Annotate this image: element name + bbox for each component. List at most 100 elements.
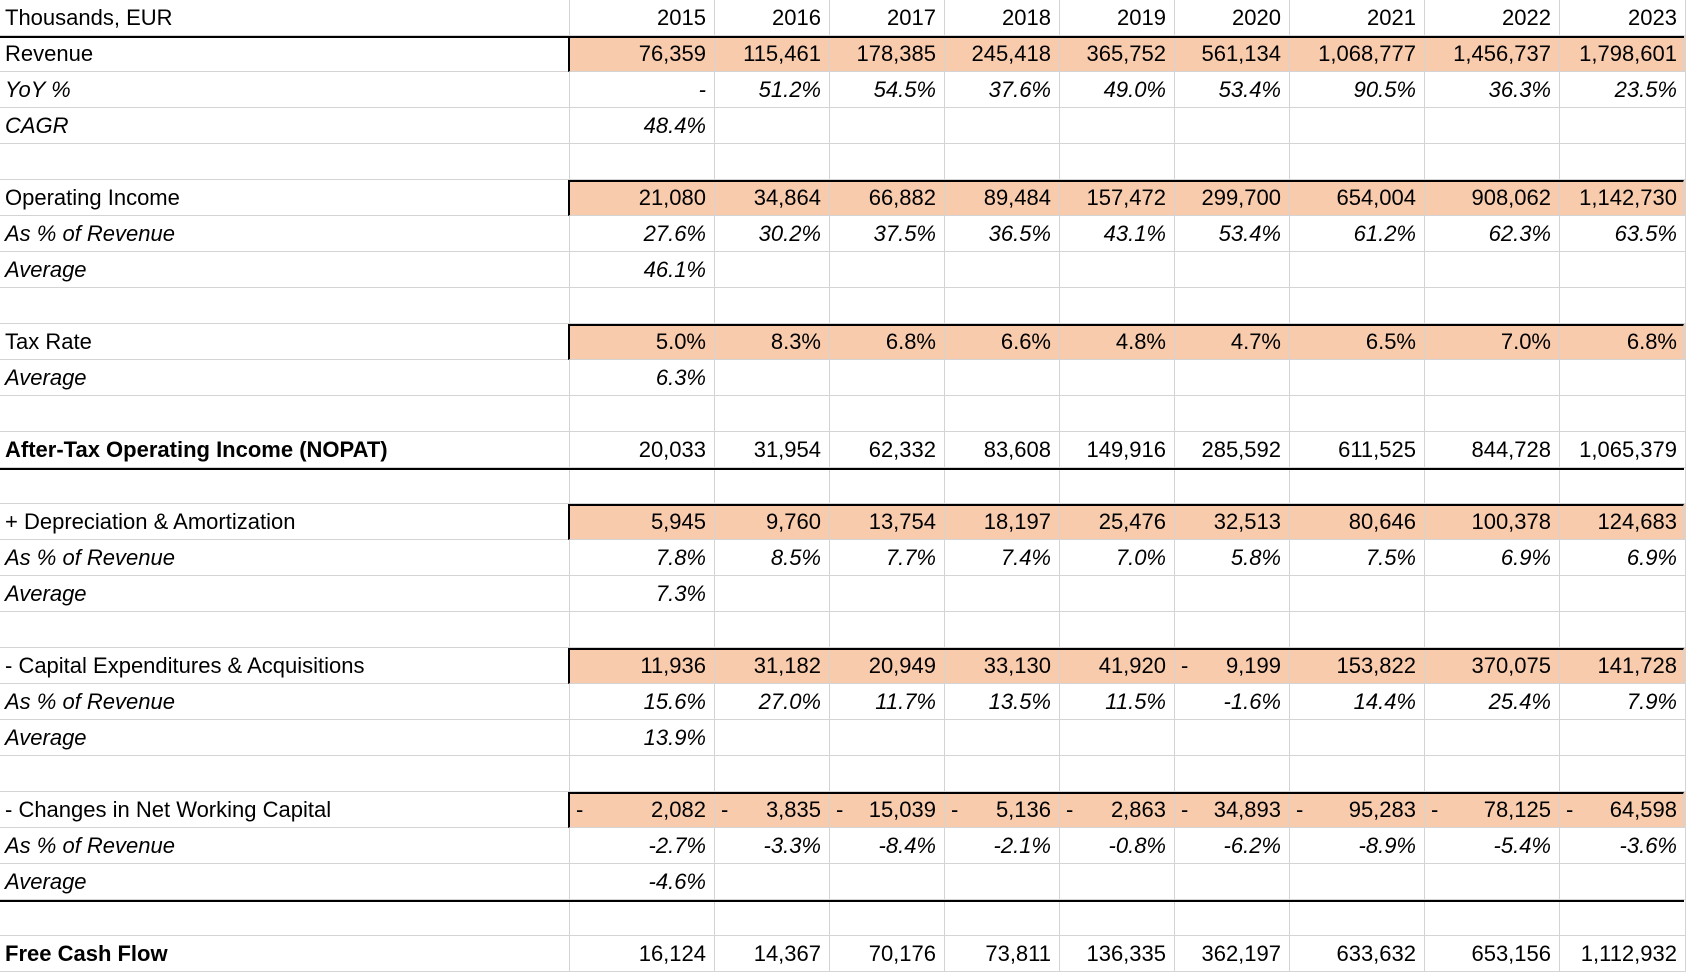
value-cell[interactable]: 561,134 — [1175, 36, 1290, 72]
value-cell[interactable] — [1060, 720, 1175, 756]
value-cell[interactable]: 4.8% — [1060, 324, 1175, 360]
value-cell[interactable]: 149,916 — [1060, 432, 1175, 468]
value-cell[interactable] — [570, 144, 715, 180]
value-cell[interactable]: 90.5% — [1290, 72, 1425, 108]
value-cell[interactable]: 6.9% — [1425, 540, 1560, 576]
value-cell[interactable] — [1175, 612, 1290, 648]
row-label[interactable]: As % of Revenue — [0, 216, 570, 252]
value-cell[interactable]: 1,798,601 — [1560, 36, 1686, 72]
value-cell[interactable] — [570, 288, 715, 324]
value-cell[interactable] — [1425, 396, 1560, 432]
value-cell[interactable] — [945, 576, 1060, 612]
value-cell[interactable]: 66,882 — [830, 180, 945, 216]
value-cell[interactable]: 36.3% — [1425, 72, 1560, 108]
value-cell[interactable] — [715, 252, 830, 288]
value-cell[interactable] — [1425, 360, 1560, 396]
value-cell[interactable] — [1175, 468, 1290, 504]
row-label[interactable]: CAGR — [0, 108, 570, 144]
value-cell[interactable]: 6.5% — [1290, 324, 1425, 360]
value-cell[interactable] — [1290, 576, 1425, 612]
value-cell[interactable] — [1425, 288, 1560, 324]
value-cell[interactable] — [1175, 288, 1290, 324]
value-cell[interactable]: 48.4% — [570, 108, 715, 144]
value-cell[interactable]: 8.3% — [715, 324, 830, 360]
value-cell[interactable] — [1290, 720, 1425, 756]
value-cell[interactable]: 633,632 — [1290, 936, 1425, 972]
value-cell[interactable] — [945, 864, 1060, 900]
row-label[interactable]: Average — [0, 360, 570, 396]
value-cell[interactable]: -2.7% — [570, 828, 715, 864]
value-cell[interactable] — [1560, 864, 1686, 900]
value-cell[interactable]: - 95,283 — [1290, 792, 1425, 828]
year-header-3[interactable]: 2017 — [830, 0, 945, 36]
value-cell[interactable]: 6.8% — [1560, 324, 1686, 360]
value-cell[interactable]: 611,525 — [1290, 432, 1425, 468]
value-cell[interactable] — [1060, 108, 1175, 144]
row-label[interactable]: As % of Revenue — [0, 540, 570, 576]
value-cell[interactable] — [1290, 900, 1425, 936]
value-cell[interactable] — [715, 288, 830, 324]
value-cell[interactable]: 36.5% — [945, 216, 1060, 252]
value-cell[interactable]: 89,484 — [945, 180, 1060, 216]
row-label[interactable]: Average — [0, 576, 570, 612]
value-cell[interactable]: 76,359 — [570, 36, 715, 72]
value-cell[interactable] — [1560, 468, 1686, 504]
value-cell[interactable]: 7.8% — [570, 540, 715, 576]
value-cell[interactable] — [1175, 576, 1290, 612]
row-label[interactable] — [0, 288, 570, 324]
value-cell[interactable] — [1560, 612, 1686, 648]
row-label[interactable]: Tax Rate — [0, 324, 570, 360]
row-label[interactable]: - Changes in Net Working Capital — [0, 792, 570, 828]
value-cell[interactable] — [1175, 756, 1290, 792]
value-cell[interactable] — [1425, 252, 1560, 288]
value-cell[interactable] — [1175, 144, 1290, 180]
value-cell[interactable]: 27.0% — [715, 684, 830, 720]
value-cell[interactable] — [1425, 108, 1560, 144]
value-cell[interactable]: 80,646 — [1290, 504, 1425, 540]
value-cell[interactable] — [945, 396, 1060, 432]
value-cell[interactable] — [1060, 360, 1175, 396]
value-cell[interactable] — [830, 864, 945, 900]
value-cell[interactable]: 62,332 — [830, 432, 945, 468]
value-cell[interactable] — [1425, 612, 1560, 648]
value-cell[interactable]: 6.6% — [945, 324, 1060, 360]
value-cell[interactable]: 41,920 — [1060, 648, 1175, 684]
value-cell[interactable] — [945, 252, 1060, 288]
value-cell[interactable] — [1060, 576, 1175, 612]
value-cell[interactable]: 31,954 — [715, 432, 830, 468]
value-cell[interactable]: 62.3% — [1425, 216, 1560, 252]
value-cell[interactable]: 7.0% — [1425, 324, 1560, 360]
value-cell[interactable] — [945, 720, 1060, 756]
value-cell[interactable]: -34,893 — [1175, 792, 1290, 828]
value-cell[interactable] — [1425, 576, 1560, 612]
year-header-7[interactable]: 2021 — [1290, 0, 1425, 36]
value-cell[interactable]: 124,683 — [1560, 504, 1686, 540]
value-cell[interactable]: 25,476 — [1060, 504, 1175, 540]
value-cell[interactable] — [715, 720, 830, 756]
value-cell[interactable]: 13.5% — [945, 684, 1060, 720]
value-cell[interactable] — [715, 468, 830, 504]
unit-label[interactable]: Thousands, EUR — [0, 0, 570, 36]
value-cell[interactable]: 6.9% — [1560, 540, 1686, 576]
value-cell[interactable]: - 2,863 — [1060, 792, 1175, 828]
value-cell[interactable] — [1290, 612, 1425, 648]
row-label[interactable]: Average — [0, 252, 570, 288]
value-cell[interactable]: -3.3% — [715, 828, 830, 864]
value-cell[interactable]: 7.4% — [945, 540, 1060, 576]
year-header-8[interactable]: 2022 — [1425, 0, 1560, 36]
value-cell[interactable]: 7.3% — [570, 576, 715, 612]
value-cell[interactable]: 37.5% — [830, 216, 945, 252]
value-cell[interactable] — [1175, 900, 1290, 936]
value-cell[interactable]: 6.8% — [830, 324, 945, 360]
value-cell[interactable]: -15,039 — [830, 792, 945, 828]
value-cell[interactable] — [1175, 396, 1290, 432]
value-cell[interactable]: 54.5% — [830, 72, 945, 108]
row-label[interactable]: Revenue — [0, 36, 570, 72]
value-cell[interactable]: 37.6% — [945, 72, 1060, 108]
value-cell[interactable]: 100,378 — [1425, 504, 1560, 540]
value-cell[interactable]: 23.5% — [1560, 72, 1686, 108]
value-cell[interactable] — [1425, 720, 1560, 756]
value-cell[interactable] — [1060, 252, 1175, 288]
value-cell[interactable]: 53.4% — [1175, 72, 1290, 108]
value-cell[interactable]: 43.1% — [1060, 216, 1175, 252]
